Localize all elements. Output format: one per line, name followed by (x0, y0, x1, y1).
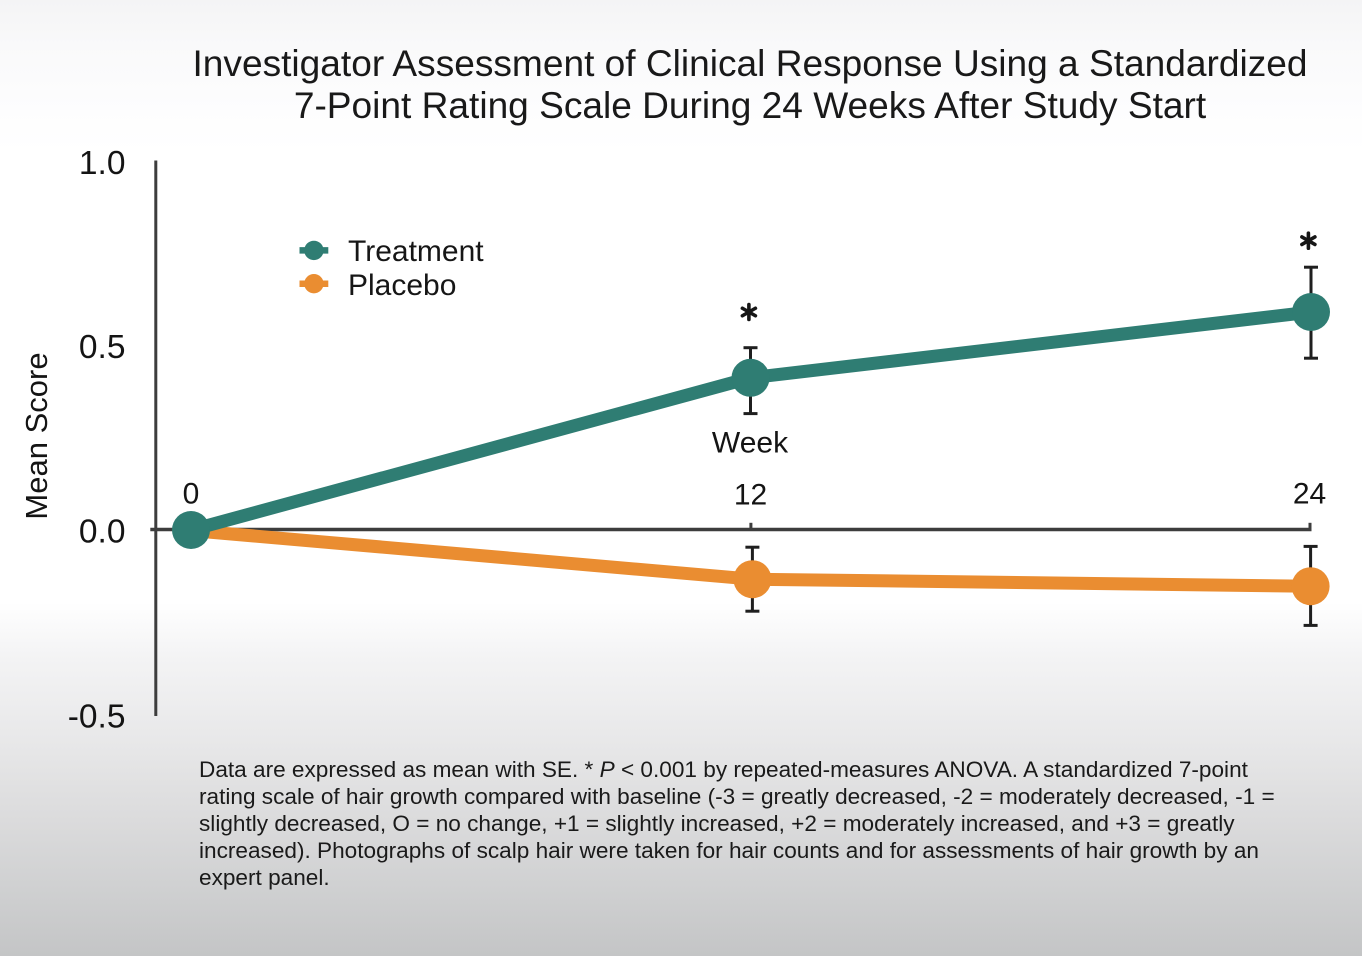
svg-text:0.0: 0.0 (79, 514, 126, 551)
svg-text:-0.5: -0.5 (68, 699, 126, 736)
svg-text:12: 12 (734, 478, 767, 511)
svg-text:24: 24 (1293, 477, 1326, 510)
svg-text:1.0: 1.0 (79, 145, 126, 182)
svg-text:0.5: 0.5 (79, 329, 126, 366)
svg-text:0: 0 (183, 477, 200, 510)
svg-text:Week: Week (712, 427, 789, 460)
svg-text:Placebo: Placebo (348, 269, 456, 302)
svg-text:Mean Score: Mean Score (19, 352, 54, 519)
svg-text:Treatment: Treatment (348, 235, 484, 268)
